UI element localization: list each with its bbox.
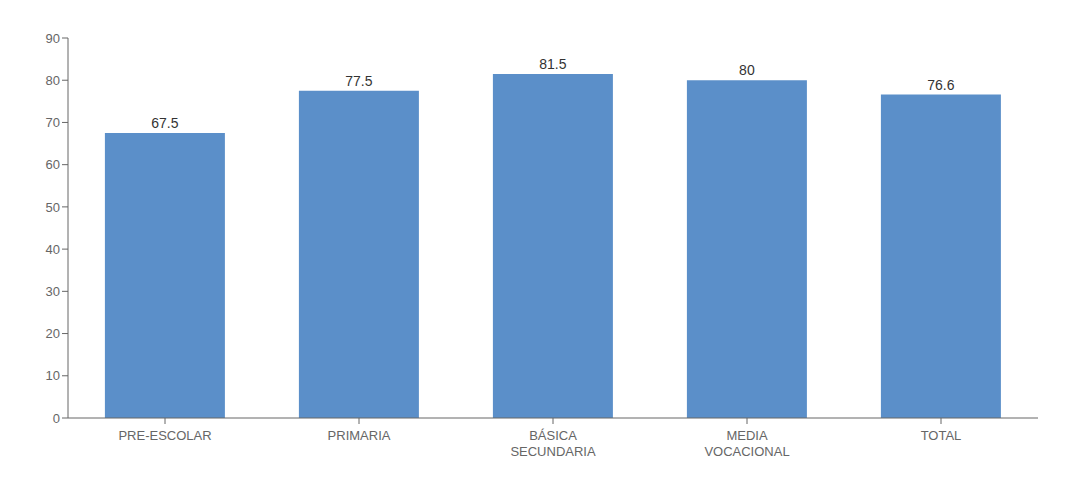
- svg-text:PRIMARIA: PRIMARIA: [328, 428, 391, 443]
- svg-text:BÁSICASECUNDARIA: BÁSICASECUNDARIA: [510, 428, 596, 459]
- svg-text:77.5: 77.5: [345, 73, 372, 89]
- svg-text:PRE-ESCOLAR: PRE-ESCOLAR: [118, 428, 211, 443]
- svg-text:80: 80: [46, 73, 60, 88]
- svg-text:10: 10: [46, 368, 60, 383]
- svg-text:0: 0: [53, 411, 60, 426]
- svg-text:67.5: 67.5: [151, 115, 178, 131]
- svg-text:30: 30: [46, 284, 60, 299]
- svg-text:70: 70: [46, 115, 60, 130]
- svg-text:50: 50: [46, 200, 60, 215]
- svg-text:60: 60: [46, 157, 60, 172]
- svg-text:90: 90: [46, 31, 60, 46]
- svg-text:MEDIAVOCACIONAL: MEDIAVOCACIONAL: [704, 428, 789, 459]
- svg-text:81.5: 81.5: [539, 56, 566, 72]
- svg-text:40: 40: [46, 242, 60, 257]
- svg-text:80: 80: [739, 62, 755, 78]
- svg-text:76.6: 76.6: [927, 77, 954, 93]
- svg-text:20: 20: [46, 326, 60, 341]
- svg-text:TOTAL: TOTAL: [921, 428, 962, 443]
